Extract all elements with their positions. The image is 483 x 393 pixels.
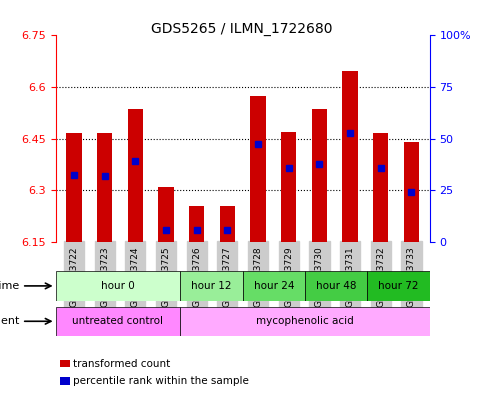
Bar: [342, 72, 358, 242]
Text: untreated control: untreated control: [72, 316, 163, 326]
Text: time: time: [0, 281, 20, 291]
Text: percentile rank within the sample: percentile rank within the sample: [73, 376, 249, 386]
Text: agent: agent: [0, 316, 20, 326]
Bar: [250, 95, 266, 242]
Text: transformed count: transformed count: [73, 358, 170, 369]
Text: hour 72: hour 72: [378, 281, 419, 291]
Bar: [180, 307, 430, 336]
Text: hour 0: hour 0: [101, 281, 135, 291]
Bar: [373, 133, 388, 242]
Bar: [66, 133, 82, 242]
Bar: [312, 109, 327, 242]
Bar: [180, 271, 242, 301]
Text: mycophenolic acid: mycophenolic acid: [256, 316, 354, 326]
Bar: [97, 133, 113, 242]
Text: GDS5265 / ILMN_1722680: GDS5265 / ILMN_1722680: [151, 22, 332, 36]
Bar: [220, 206, 235, 242]
Bar: [189, 206, 204, 242]
Bar: [305, 271, 368, 301]
Text: hour 12: hour 12: [191, 281, 232, 291]
Text: hour 24: hour 24: [254, 281, 294, 291]
Bar: [404, 142, 419, 242]
Bar: [281, 132, 297, 242]
Bar: [56, 271, 180, 301]
Bar: [128, 109, 143, 242]
Bar: [368, 271, 430, 301]
Text: hour 48: hour 48: [316, 281, 356, 291]
Bar: [158, 187, 174, 242]
Bar: [56, 307, 180, 336]
Bar: [242, 271, 305, 301]
